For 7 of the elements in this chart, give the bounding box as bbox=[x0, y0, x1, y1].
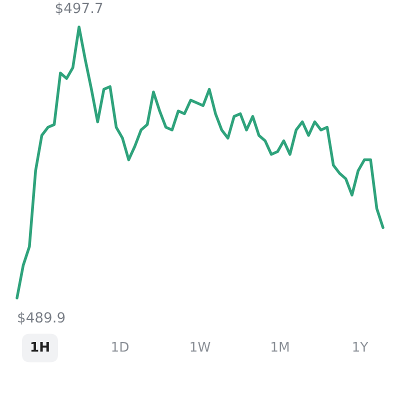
text: 1H bbox=[31, 342, 49, 352]
text: 1M bbox=[272, 342, 289, 352]
text: 1W bbox=[190, 342, 210, 352]
text: 1Y bbox=[353, 342, 368, 352]
text: 1D bbox=[112, 342, 128, 352]
text: $497.7 bbox=[56, 2, 102, 16]
text: $489.9 bbox=[18, 312, 65, 324]
